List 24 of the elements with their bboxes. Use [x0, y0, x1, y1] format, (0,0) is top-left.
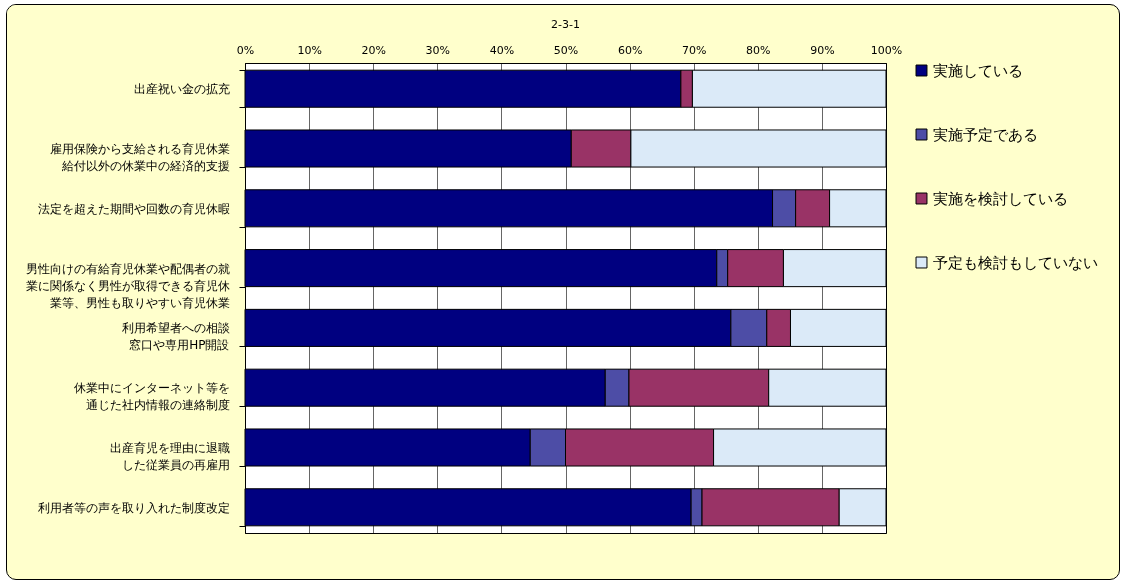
x-tick-label: 10% — [297, 43, 322, 57]
x-tick-label: 0% — [236, 43, 255, 57]
x-tick-label: 30% — [425, 43, 451, 57]
y-tick-label: 利用希望者への相談窓口や専用HP開設 — [121, 321, 230, 353]
x-tick-label: 40% — [489, 43, 515, 57]
chart-title: 2-3-1 — [551, 18, 580, 31]
y-tick-label: 出産祝い金の拡充 — [133, 82, 230, 97]
legend-label: 実施を検討している — [933, 189, 1068, 208]
x-tick-label: 80% — [746, 43, 771, 57]
x-tick-label: 60% — [617, 43, 643, 57]
y-tick-label: 法定を超えた期間や回数の育児休暇 — [37, 201, 230, 216]
x-tick-label: 20% — [361, 43, 386, 57]
y-tick-label: 男性向けの有給育児休業や配偶者の就業に関係なく男性が取得できる育児休業等、男性も取りやすい育児休業 — [25, 261, 230, 310]
y-tick-label: 利用者等の声を取り入れた制度改定 — [37, 500, 230, 515]
y-tick-label: 休業中にインターネット等を通じた社内情報の連絡制度 — [73, 381, 230, 413]
x-tick-label: 50% — [553, 43, 579, 57]
y-tick-label: 出産育児を理由に退職した従業員の再雇用 — [109, 440, 230, 472]
x-tick-label: 90% — [810, 43, 835, 57]
x-tick-label: 70% — [681, 43, 707, 57]
x-tick-label: 100% — [870, 43, 903, 57]
legend-label: 予定も検討もしていない — [933, 253, 1098, 272]
y-tick-label: 雇用保険から支給される育児休業給付以外の休業中の経済的支援 — [49, 142, 230, 174]
legend-label: 実施予定である — [933, 125, 1038, 144]
legend-label: 実施している — [933, 61, 1023, 80]
